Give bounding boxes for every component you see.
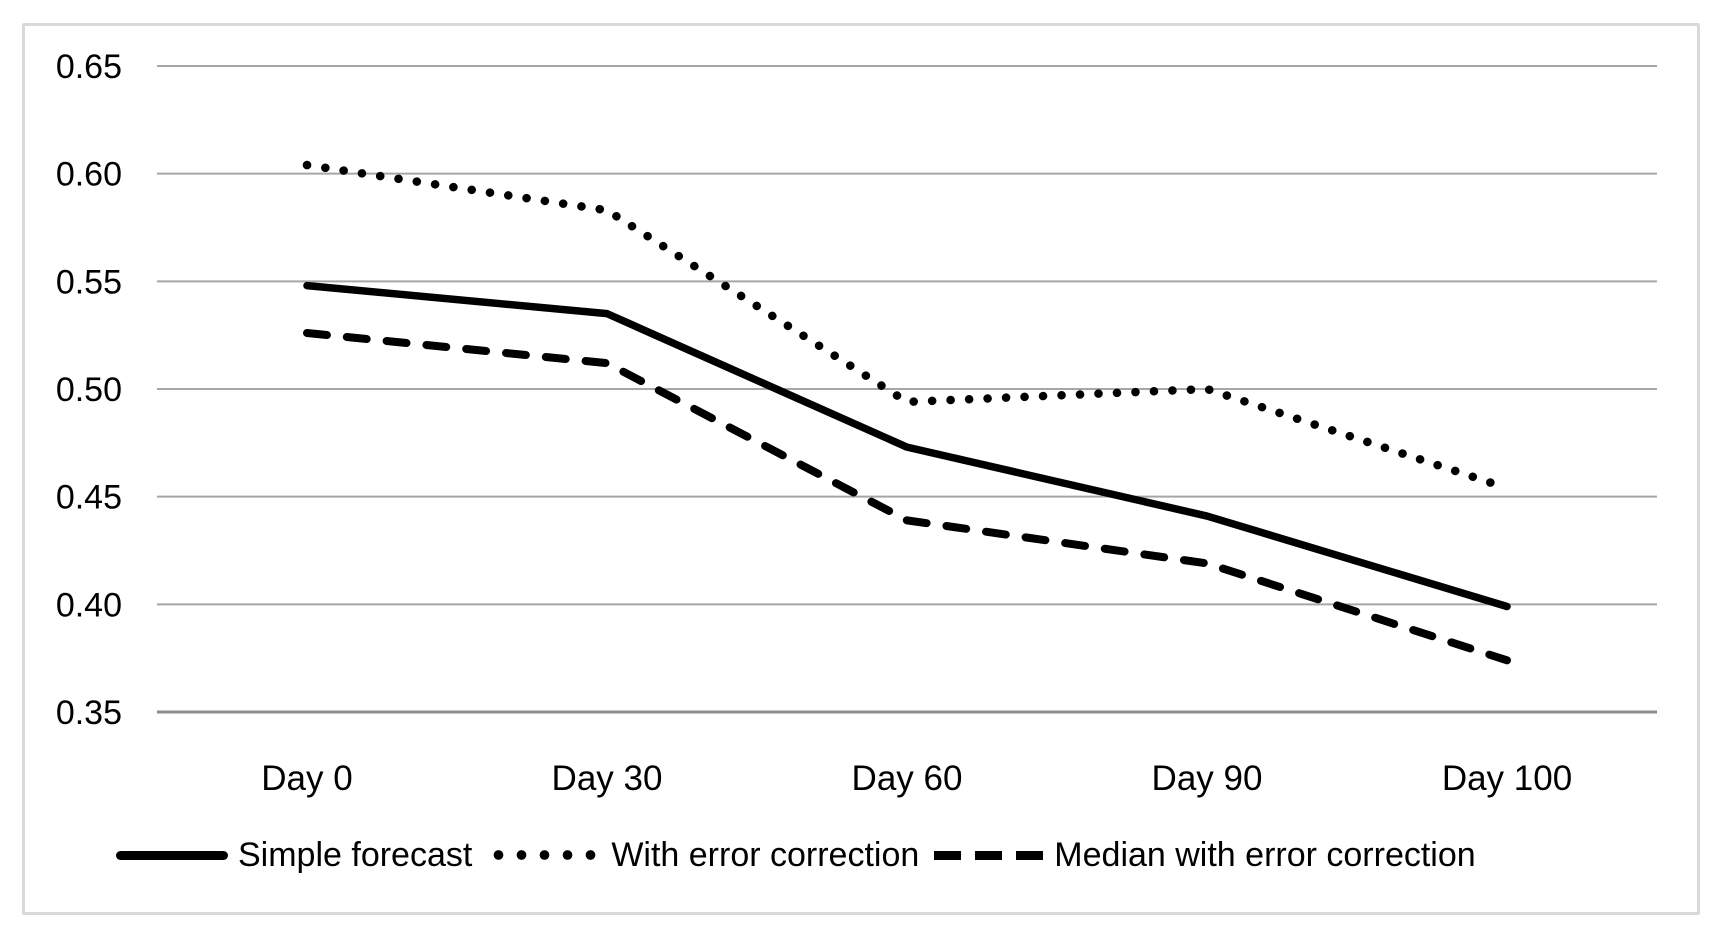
grid-layer	[157, 65, 1657, 714]
legend-label: Median with error correction	[1054, 835, 1476, 874]
legend-item-median-with-error-correction: Median with error correction	[934, 835, 1476, 875]
x-tick-label: Day 60	[852, 759, 963, 798]
y-tick-label: 0.35	[56, 694, 122, 732]
x-tick-label: Day 90	[1152, 759, 1263, 798]
chart-frame	[22, 23, 1700, 915]
dashed-line-swatch-icon	[934, 850, 1045, 860]
x-tick-label: Day 0	[261, 759, 352, 798]
chart-legend: Simple forecast With error correction Me…	[116, 833, 1476, 877]
series-line-dotted	[302, 160, 1512, 493]
legend-label: Simple forecast	[238, 835, 473, 874]
y-tick-label: 0.55	[56, 263, 122, 301]
y-tick-label: 0.40	[56, 586, 122, 624]
series-layer	[302, 160, 1512, 665]
legend-label: With error correction	[611, 835, 920, 874]
legend-item-simple-forecast: Simple forecast	[116, 836, 472, 875]
axis-label-layer: 0.65 0.60 0.55 0.50 0.45 0.40 0.35 Day 0 Day 30 D…	[56, 48, 1572, 798]
dotted-line-swatch-icon	[487, 849, 602, 861]
y-tick-label: 0.45	[56, 479, 122, 517]
x-tick-label: Day 30	[552, 759, 663, 798]
series-line-dashed	[303, 329, 1511, 665]
x-tick-label: Day 100	[1442, 759, 1572, 798]
y-tick-label: 0.65	[56, 48, 122, 86]
series-line-solid	[303, 281, 1511, 611]
y-tick-label: 0.50	[56, 371, 122, 409]
y-tick-label: 0.60	[56, 156, 122, 194]
solid-line-swatch-icon	[116, 850, 228, 860]
legend-item-with-error-correction: With error correction	[487, 836, 919, 875]
